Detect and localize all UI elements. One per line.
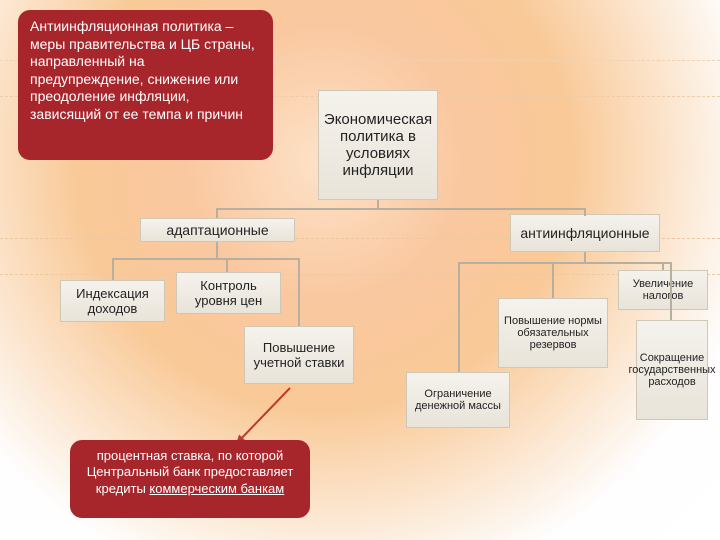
node-gov-spending-label: Сокращение государственных расходов [628,352,715,388]
node-reserves: Повышение нормы обязательных резервов [498,298,608,368]
callout-rate-note-link[interactable]: коммерческим банкам [149,481,284,496]
node-taxes: Увеличение налогов [618,270,708,310]
node-reserves-label: Повышение нормы обязательных резервов [503,315,603,351]
node-taxes-label: Увеличение налогов [623,278,703,302]
node-adaptive-label: адаптационные [166,222,268,238]
node-money-supply-label: Ограничение денежной массы [411,388,505,412]
node-price-control: Контроль уровня цен [176,272,281,314]
node-price-control-label: Контроль уровня цен [181,278,276,308]
node-root: Экономическая политика в условиях инфляц… [318,90,438,200]
node-root-label: Экономическая политика в условиях инфляц… [323,111,433,179]
node-gov-spending: Сокращение государственных расходов [636,320,708,420]
node-index-income: Индексация доходов [60,280,165,322]
node-antiinflation: антиинфляционные [510,214,660,252]
node-money-supply: Ограничение денежной массы [406,372,510,428]
node-index-income-label: Индексация доходов [65,286,160,316]
node-antiinflation-label: антиинфляционные [520,225,649,241]
callout-rate-note: процентная ставка, по которой Центральны… [70,440,310,518]
callout-definition: Антиинфляционная политика – меры правите… [18,10,273,160]
node-adaptive: адаптационные [140,218,295,242]
node-discount-rate: Повышение учетной ставки [244,326,354,384]
callout-definition-text: Антиинфляционная политика – меры правите… [30,18,255,122]
node-discount-rate-label: Повышение учетной ставки [249,340,349,370]
